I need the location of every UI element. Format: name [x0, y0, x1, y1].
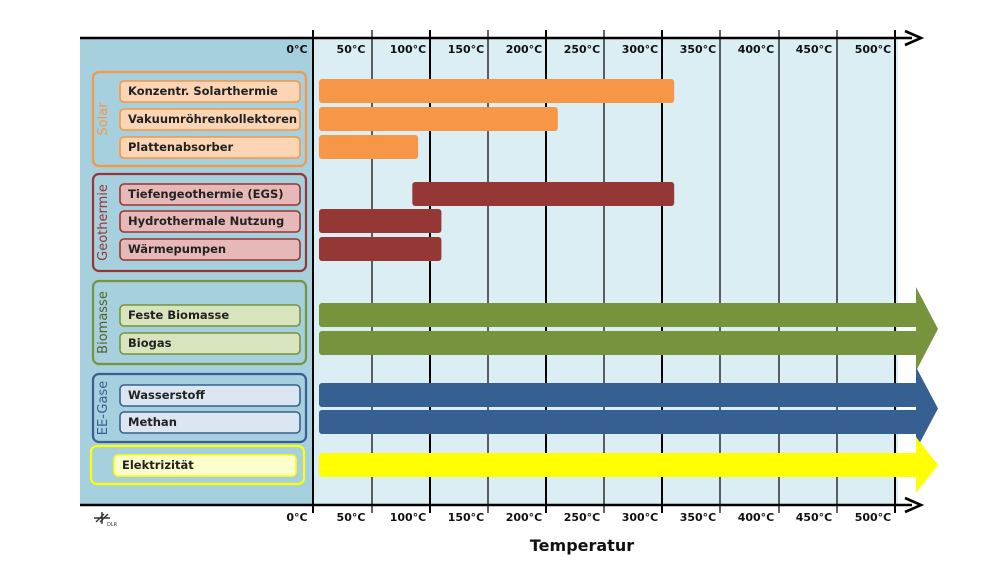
tick-label: 400°C	[738, 43, 775, 56]
bar	[319, 237, 442, 261]
item-label: Konzentr. Solarthermie	[128, 84, 278, 98]
tick-label: 0°C	[286, 43, 307, 56]
item-label-box	[119, 332, 301, 355]
item-label-box	[119, 304, 301, 327]
item-label-box	[119, 384, 301, 407]
dlr-logo: DLR	[94, 512, 118, 528]
axes	[80, 29, 925, 514]
tick-label: 250°C	[564, 43, 601, 56]
tick-label: 200°C	[506, 43, 543, 56]
tick-label: 250°C	[564, 511, 601, 524]
tick-label: 450°C	[796, 43, 833, 56]
tick-label: 50°C	[337, 43, 366, 56]
item-label-box	[119, 238, 301, 261]
item-label: Feste Biomasse	[128, 308, 229, 322]
item-label: Wasserstoff	[128, 388, 205, 402]
tick-label: 500°C	[855, 511, 892, 524]
bottom-axis-arrow	[904, 496, 925, 514]
tick-labels-top: 0°C 50°C 100°C 150°C 200°C 250°C 300°C 350°C 400…	[286, 43, 891, 56]
tick-label: 450°C	[796, 511, 833, 524]
tick-label: 100°C	[390, 511, 427, 524]
item-label-box	[119, 136, 301, 159]
item-label-box	[119, 108, 301, 131]
tick-label: 150°C	[448, 43, 485, 56]
group-label: Geothermie	[96, 184, 111, 261]
item-label-box	[119, 210, 301, 233]
tick-label: 100°C	[390, 43, 427, 56]
item-label-box	[119, 183, 301, 206]
bar	[319, 303, 918, 327]
tick-label: 150°C	[448, 511, 485, 524]
group-label: Biomasse	[96, 291, 111, 354]
item-label: Tiefengeothermie (EGS)	[128, 187, 283, 201]
item-label: Methan	[128, 415, 177, 429]
bars	[319, 79, 938, 493]
tick-label: 300°C	[622, 43, 659, 56]
top-axis-arrow	[904, 29, 925, 47]
bar-arrowhead	[916, 367, 938, 450]
tick-label: 0°C	[286, 511, 307, 524]
bar	[319, 79, 675, 103]
x-axis-label: Temperatur	[530, 536, 634, 555]
bar-arrowhead	[916, 437, 938, 493]
tick-label: 50°C	[337, 511, 366, 524]
tick-labels-bottom: 0°C 50°C 100°C 150°C 200°C 250°C 300°C 350°C 400…	[286, 511, 891, 524]
item-label: Plattenabsorber	[128, 140, 234, 154]
bar	[319, 410, 918, 434]
group-label: Solar	[96, 102, 111, 136]
tick-label: 200°C	[506, 511, 543, 524]
bar	[319, 331, 918, 355]
item-label-box	[113, 454, 297, 477]
item-label: Vakuumröhrenkollektoren	[128, 112, 297, 126]
item-label: Biogas	[128, 336, 172, 350]
item-label: Hydrothermale Nutzung	[128, 214, 284, 228]
svg-text:DLR: DLR	[107, 522, 118, 528]
bar-arrowhead	[916, 287, 938, 371]
bar	[412, 182, 675, 206]
group-label: EE-Gase	[96, 381, 111, 435]
tick-label: 350°C	[680, 511, 717, 524]
item-label-box	[119, 80, 301, 103]
category-groups: Solar Konzentr. Solarthermie Vakuumröhrenk…	[89, 70, 308, 486]
item-label-box	[119, 411, 301, 434]
bar	[319, 453, 918, 477]
bar	[319, 209, 442, 233]
item-label: Wärmepumpen	[128, 242, 226, 256]
tick-label: 350°C	[680, 43, 717, 56]
bar	[319, 383, 918, 407]
bar	[319, 107, 558, 131]
tick-label: 500°C	[855, 43, 892, 56]
item-label: Elektrizität	[122, 458, 194, 472]
tick-label: 400°C	[738, 511, 775, 524]
tick-label: 300°C	[622, 511, 659, 524]
bar	[319, 135, 419, 159]
